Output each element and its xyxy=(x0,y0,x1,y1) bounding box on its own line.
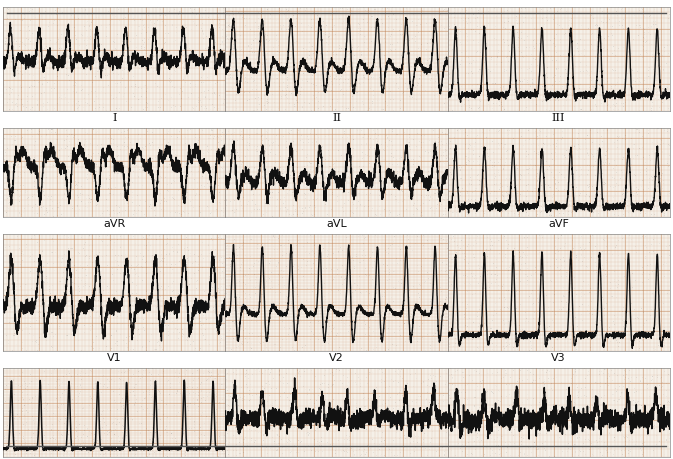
Text: III: III xyxy=(552,113,565,123)
Text: V1: V1 xyxy=(107,353,122,364)
Text: aVF: aVF xyxy=(548,219,569,229)
Text: I: I xyxy=(112,113,116,123)
Text: aVR: aVR xyxy=(103,219,126,229)
Text: V2: V2 xyxy=(329,353,344,364)
Text: aVL: aVL xyxy=(326,219,347,229)
Text: II: II xyxy=(332,113,341,123)
Text: V3: V3 xyxy=(551,353,566,364)
